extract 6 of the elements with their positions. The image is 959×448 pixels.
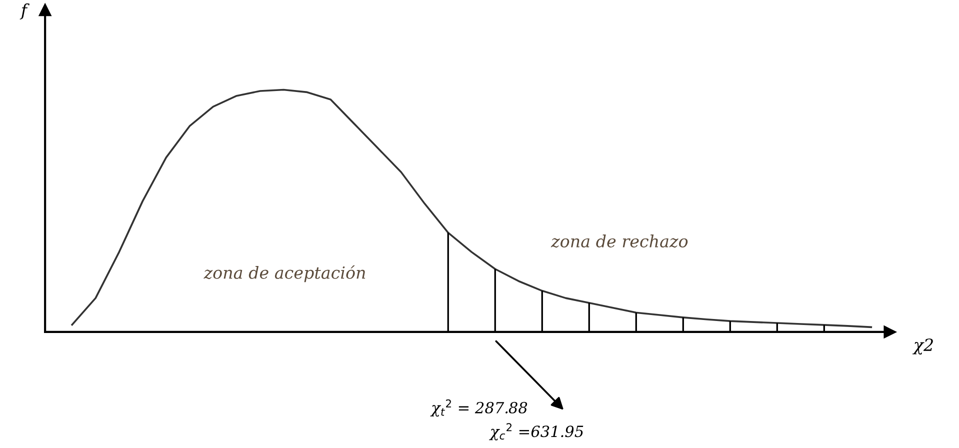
annotation: zona de aceptación: [204, 265, 366, 282]
text: χ$_{t}$$^{2}$ = 287.88: [430, 399, 528, 417]
annotation: zona de rechazo: [550, 234, 688, 248]
y-axis-title: f: [20, 3, 30, 20]
text: χ$_{c}$$^{2}$ =631.95: [489, 423, 584, 440]
x-axis-title: χ2: [912, 338, 933, 355]
